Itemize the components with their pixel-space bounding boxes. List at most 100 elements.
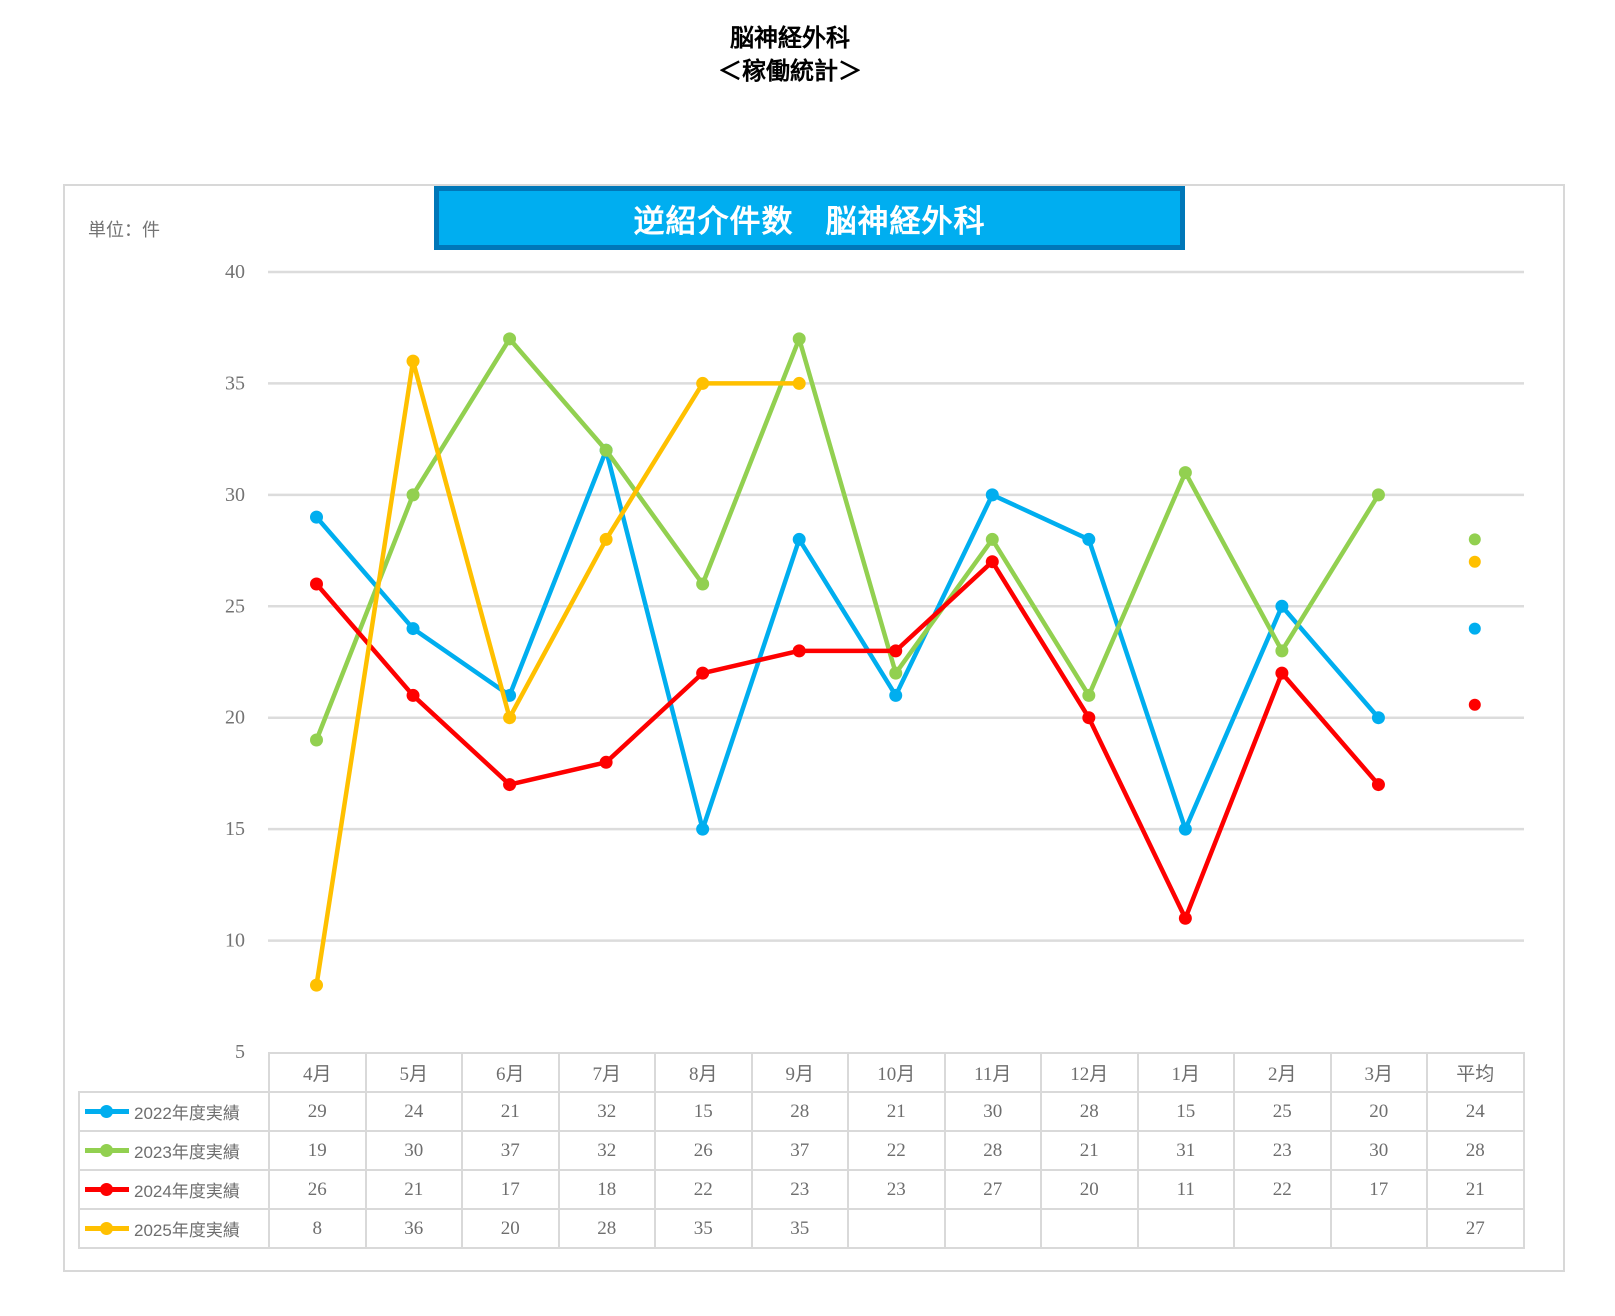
value-cell — [847, 1208, 946, 1249]
value-cell: 20 — [1329, 1091, 1428, 1132]
y-axis-tick-label: 10 — [225, 930, 245, 952]
legend-cell: 2023年度実績 — [78, 1130, 270, 1171]
value-cell: 29 — [268, 1091, 367, 1132]
data-point — [503, 332, 517, 346]
data-point — [792, 332, 806, 346]
data-point — [889, 666, 903, 680]
y-axis-tick-label: 25 — [225, 595, 245, 617]
series-line-2022年度実績 — [314, 448, 1381, 832]
value-cell: 21 — [461, 1091, 560, 1132]
value-cell: 26 — [654, 1130, 753, 1171]
legend-series-name: 2022年度実績 — [134, 1104, 240, 1123]
month-header-cell: 2月 — [1233, 1052, 1332, 1093]
average-value-cell: 28 — [1426, 1130, 1525, 1171]
value-cell: 17 — [461, 1169, 560, 1210]
average-value-cell: 24 — [1426, 1091, 1525, 1132]
value-cell: 21 — [364, 1169, 463, 1210]
series-line-2024年度実績 — [314, 559, 1381, 921]
data-point — [696, 376, 710, 390]
value-cell: 19 — [268, 1130, 367, 1171]
average-value-cell: 27 — [1426, 1208, 1525, 1249]
data-point — [1275, 599, 1289, 613]
value-cell: 22 — [847, 1130, 946, 1171]
value-cell: 31 — [1136, 1130, 1235, 1171]
data-point — [503, 711, 517, 725]
table-corner-cell — [79, 1053, 269, 1092]
value-cell — [1233, 1208, 1332, 1249]
data-point — [985, 488, 999, 502]
data-point — [310, 510, 323, 524]
value-cell: 23 — [847, 1169, 946, 1210]
data-point — [1275, 666, 1289, 680]
data-point — [985, 532, 999, 546]
value-cell: 28 — [750, 1091, 849, 1132]
month-header-cell: 4月 — [268, 1052, 367, 1093]
y-axis-tick-label: 20 — [225, 707, 245, 729]
series-line-2023年度実績 — [314, 336, 1381, 743]
average-point — [1468, 622, 1481, 635]
legend-marker-dot — [100, 1105, 113, 1118]
legend-key-icon — [85, 1222, 129, 1235]
value-cell — [1329, 1208, 1428, 1249]
data-point — [406, 488, 420, 502]
value-cell: 35 — [750, 1208, 849, 1249]
page-title: 脳神経外科 ＜稼働統計＞ — [0, 22, 1580, 88]
data-point — [696, 822, 710, 836]
legend-entry: 2025年度実績 — [81, 1216, 267, 1241]
data-point — [696, 666, 710, 680]
value-cell: 32 — [557, 1091, 656, 1132]
value-cell: 17 — [1329, 1169, 1428, 1210]
average-value-cell: 21 — [1426, 1169, 1525, 1210]
data-point — [310, 577, 323, 591]
value-cell: 28 — [943, 1130, 1042, 1171]
value-cell: 37 — [750, 1130, 849, 1171]
value-cell: 25 — [1233, 1091, 1332, 1132]
page-title-line1: 脳神経外科 — [730, 25, 850, 52]
value-cell: 28 — [557, 1208, 656, 1249]
value-cell: 24 — [364, 1091, 463, 1132]
month-header-cell: 8月 — [654, 1052, 753, 1093]
y-axis-tick-label: 35 — [225, 372, 245, 394]
data-point — [406, 622, 420, 636]
legend-marker-dot — [100, 1222, 113, 1235]
value-cell: 30 — [943, 1091, 1042, 1132]
value-cell: 32 — [557, 1130, 656, 1171]
data-point — [1178, 911, 1192, 925]
legend-series-name: 2023年度実績 — [134, 1143, 240, 1162]
month-header-cell: 10月 — [847, 1052, 946, 1093]
data-point — [406, 688, 420, 702]
value-cell: 30 — [364, 1130, 463, 1171]
legend-series-name: 2025年度実績 — [134, 1221, 240, 1240]
value-cell: 22 — [654, 1169, 753, 1210]
month-header-cell: 3月 — [1329, 1052, 1428, 1093]
table-header-row: 4月 5月 6月 7月 8月 9月 10月 11月 12月 1月 2月 3月 平均 — [79, 1052, 1525, 1093]
data-point — [985, 555, 999, 569]
y-axis-tick-label: 30 — [225, 484, 245, 506]
data-table: 4月 5月 6月 7月 8月 9月 10月 11月 12月 1月 2月 3月 平均 2022年度実績 29 2… — [78, 1052, 1525, 1249]
unit-label: 単位：件 — [88, 220, 160, 240]
data-table-body: 4月 5月 6月 7月 8月 9月 10月 11月 12月 1月 2月 3月 平均 2022年度実績 29 2… — [78, 1052, 1525, 1249]
legend-entry: 2022年度実績 — [81, 1099, 267, 1124]
average-header-cell: 平均 — [1426, 1052, 1525, 1093]
chart-title-banner: 逆紹介件数 脳神経外科 — [434, 186, 1185, 250]
month-header-cell: 12月 — [1040, 1052, 1139, 1093]
data-point — [1371, 778, 1385, 792]
value-cell: 26 — [268, 1169, 367, 1210]
data-point — [792, 376, 806, 390]
legend-marker-dot — [100, 1183, 113, 1196]
legend-entry: 2023年度実績 — [81, 1138, 267, 1163]
month-header-cell: 9月 — [750, 1052, 849, 1093]
value-cell: 18 — [557, 1169, 656, 1210]
value-cell: 35 — [654, 1208, 753, 1249]
value-cell: 20 — [461, 1208, 560, 1249]
month-header-cell: 7月 — [557, 1052, 656, 1093]
data-point — [599, 755, 613, 769]
value-cell: 36 — [364, 1208, 463, 1249]
month-header-cell: 11月 — [943, 1052, 1042, 1093]
legend-marker-dot — [100, 1144, 113, 1157]
chart-title: 逆紹介件数 脳神経外科 — [633, 203, 986, 239]
legend-key-icon — [85, 1144, 129, 1157]
data-point — [1082, 532, 1096, 546]
month-header-cell: 1月 — [1136, 1052, 1235, 1093]
value-cell: 11 — [1136, 1169, 1235, 1210]
